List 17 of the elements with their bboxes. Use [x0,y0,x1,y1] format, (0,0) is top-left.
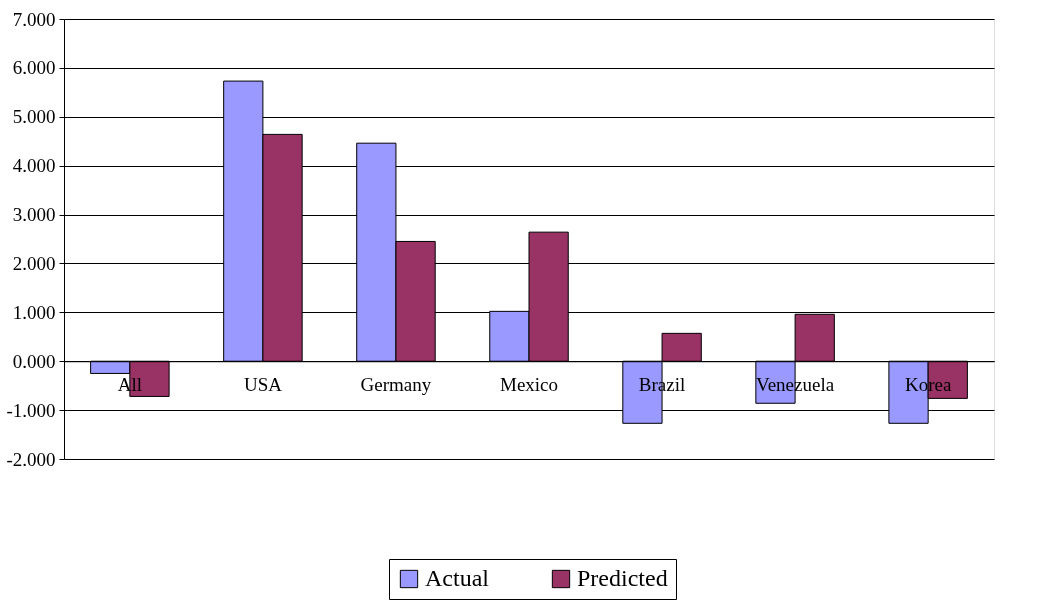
y-tick-label: -2.000 [6,448,56,470]
legend-label: Actual [425,565,490,591]
y-tick-label: 4.000 [12,155,56,177]
x-tick-label: USA [243,373,283,395]
x-tick-label: Brazil [638,373,686,395]
y-tick-label: 7.000 [12,8,56,30]
x-tick-label: Korea [904,373,952,395]
y-tick-label: 5.000 [12,106,56,128]
y-tick-label: 3.000 [12,204,56,226]
y-tick-label: 1.000 [12,301,56,323]
y-tick-label: 2.000 [12,252,56,274]
x-tick-label: Mexico [499,373,559,395]
x-tick-label: Germany [360,373,432,395]
y-tick-label: 0.000 [12,350,56,372]
y-tick-label: 6.000 [12,57,56,79]
y-tick-label: -1.000 [6,399,56,421]
legend-label: Predicted [577,565,668,591]
